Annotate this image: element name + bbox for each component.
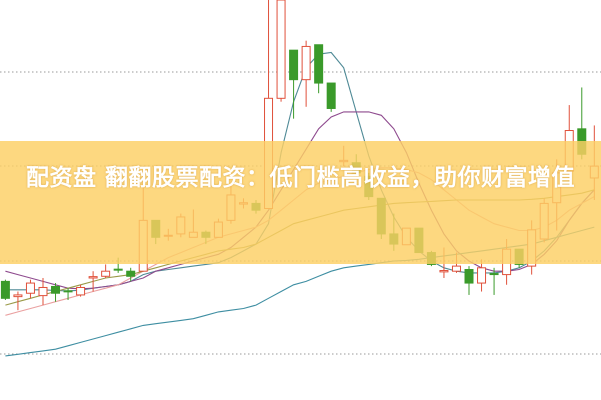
candle-up [477, 267, 487, 284]
candle-up [301, 45, 311, 81]
candle-down [464, 269, 474, 284]
candle-down [113, 268, 123, 271]
candle-up [276, 0, 286, 99]
candle-up [101, 270, 111, 277]
headline-banner [0, 141, 601, 264]
candle-down [326, 82, 336, 109]
candle-up [38, 286, 48, 297]
candle-up [439, 270, 449, 273]
candle-down [0, 280, 10, 299]
candle-up [451, 265, 461, 272]
candle-up [25, 282, 35, 294]
candle-up [76, 286, 86, 296]
candle-down [289, 49, 299, 81]
candle-down [51, 285, 61, 294]
candle-up [88, 276, 98, 279]
candle-up [13, 294, 23, 298]
candle-down [126, 270, 136, 277]
candle-down [489, 273, 499, 276]
candle-down [314, 44, 324, 84]
headline-text: 配资盘 翻翻股票配资：低门槛高收益，助你财富增值 [25, 165, 575, 191]
candle-down [63, 290, 73, 293]
